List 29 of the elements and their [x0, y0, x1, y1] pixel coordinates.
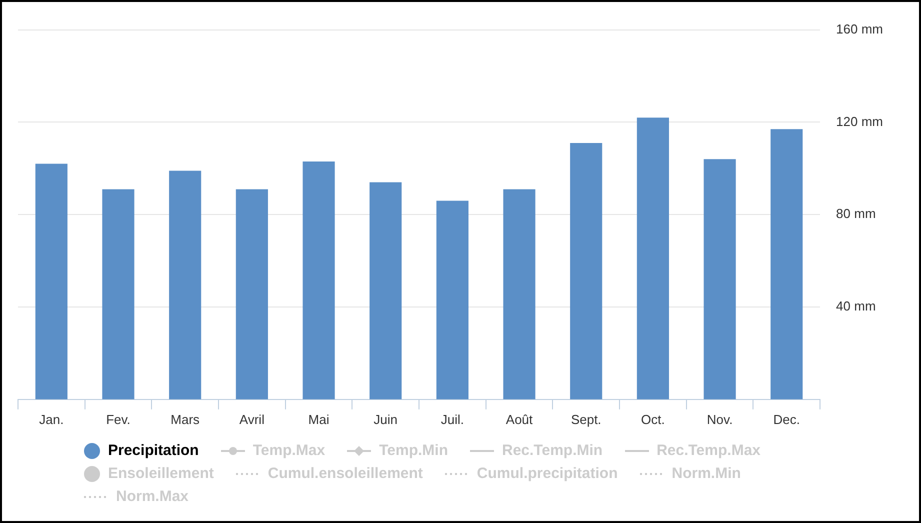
bar	[436, 200, 468, 400]
x-tick-label: Avril	[239, 412, 265, 427]
x-tick-label: Août	[506, 412, 534, 427]
y-tick-label: 80 mm	[836, 206, 876, 222]
legend-label: Precipitation	[108, 442, 199, 459]
y-tick-label: 40 mm	[836, 298, 876, 314]
bar	[636, 118, 669, 400]
x-tick-label: Nov.	[706, 412, 733, 427]
bar	[370, 182, 402, 400]
bar	[503, 189, 536, 400]
x-tick-label: Juil.	[440, 412, 464, 427]
bar	[169, 170, 202, 400]
y-tick-label: 160 mm	[836, 21, 884, 36]
bar	[302, 161, 335, 400]
x-tick-label: Sept.	[570, 412, 602, 427]
x-tick-label: Jan.	[39, 412, 64, 427]
x-tick-label: Dec.	[773, 412, 800, 427]
bar	[704, 159, 736, 400]
x-tick-label: Oct.	[641, 412, 665, 427]
bar	[236, 189, 268, 400]
y-tick-label: 120 mm	[836, 114, 884, 129]
x-tick-label: Mars	[170, 412, 200, 427]
bar	[102, 189, 134, 400]
bar	[570, 142, 602, 400]
x-tick-label: Fev.	[106, 412, 130, 427]
x-tick-label: Juin	[374, 412, 398, 427]
bar	[35, 164, 68, 400]
bar	[770, 129, 803, 400]
x-tick-label: Mai	[308, 412, 330, 427]
